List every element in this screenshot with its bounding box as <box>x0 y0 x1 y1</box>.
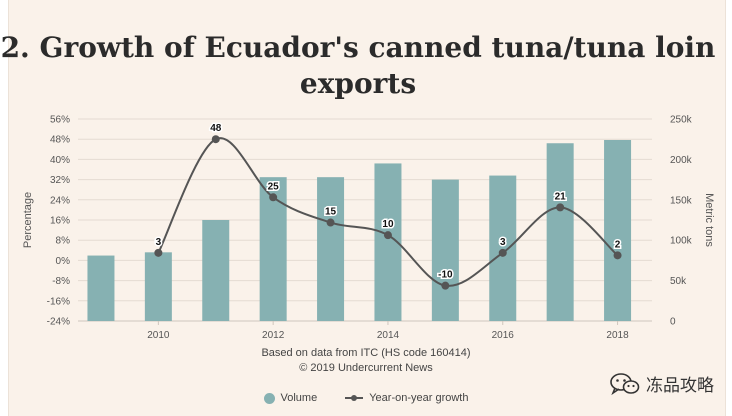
x-tick-label: 2016 <box>492 330 515 341</box>
x-tick-label: 2018 <box>606 330 629 341</box>
y-tick-label: 24% <box>50 195 70 206</box>
bar-volume <box>87 255 115 321</box>
watermark-text: 冻品攻略 <box>646 376 714 395</box>
copyright-line: © 2019 Undercurrent News <box>299 362 433 374</box>
growth-data-label: 48 <box>210 123 222 134</box>
chart-title: 2. Growth of Ecuador's canned tuna/tuna … <box>0 31 716 100</box>
y-tick-label: 48% <box>50 135 70 146</box>
legend-item-volume[interactable]: Volume <box>263 392 318 404</box>
y-tick-label: -8% <box>52 276 70 287</box>
legend-volume-swatch <box>263 392 275 404</box>
growth-point <box>498 248 507 257</box>
legend-item-growth[interactable]: Year-on-year growth <box>345 392 468 404</box>
growth-point <box>383 231 392 240</box>
legend-growth-label: Year-on-year growth <box>369 392 469 404</box>
x-tick-label: 2012 <box>262 330 285 341</box>
y-right-tick-label: 200k <box>670 155 693 166</box>
bar-volume <box>489 175 517 321</box>
y-tick-label: 56% <box>50 115 70 126</box>
y-right-tick-label: 50k <box>670 276 687 287</box>
bar-volume <box>431 179 459 321</box>
y-right-tick-label: 150k <box>670 195 693 206</box>
bar-volume <box>202 220 230 321</box>
growth-point <box>556 203 565 212</box>
y-tick-label: -24% <box>47 317 70 328</box>
bar-volume <box>144 252 172 321</box>
growth-data-label: 10 <box>382 219 394 230</box>
legend-growth-marker <box>345 393 364 403</box>
watermark: 冻品攻略 <box>610 371 714 396</box>
bar-volume <box>604 140 632 321</box>
y-tick-label: 40% <box>50 155 70 166</box>
growth-data-label: 3 <box>156 237 162 248</box>
y-tick-label: 16% <box>50 216 70 227</box>
chart-legend: Volume Year-on-year growth <box>0 392 732 404</box>
growth-point <box>441 281 450 290</box>
source-line: Based on data from ITC (HS code 160414) <box>261 347 471 359</box>
wechat-icon <box>610 372 640 395</box>
y-right-tick-label: 100k <box>670 236 693 247</box>
growth-data-label: 15 <box>325 207 337 218</box>
bar-volume <box>317 177 345 321</box>
growth-point <box>269 193 278 202</box>
growth-data-label: 21 <box>555 191 567 202</box>
growth-data-label: 25 <box>268 181 280 192</box>
growth-point <box>211 135 220 144</box>
growth-data-label: 2 <box>615 239 621 250</box>
y-axis-title: Percentage <box>22 192 34 248</box>
growth-point <box>613 251 622 260</box>
y-right-axis-title: Metric tons <box>703 193 715 247</box>
x-tick-label: 2014 <box>377 330 400 341</box>
legend-volume-label: Volume <box>280 392 318 404</box>
y-tick-label: 0% <box>56 256 71 267</box>
y-right-tick-label: 250k <box>670 115 693 126</box>
bar-volume <box>546 143 574 321</box>
growth-point <box>326 218 335 227</box>
y-tick-label: 8% <box>56 236 71 247</box>
growth-data-label: -10 <box>438 270 453 281</box>
growth-data-label: 3 <box>500 237 506 248</box>
x-tick-label: 2010 <box>147 330 170 341</box>
y-right-tick-label: 0 <box>670 317 676 328</box>
y-tick-label: -16% <box>47 296 70 307</box>
growth-point <box>154 248 163 257</box>
y-tick-label: 32% <box>50 175 70 186</box>
